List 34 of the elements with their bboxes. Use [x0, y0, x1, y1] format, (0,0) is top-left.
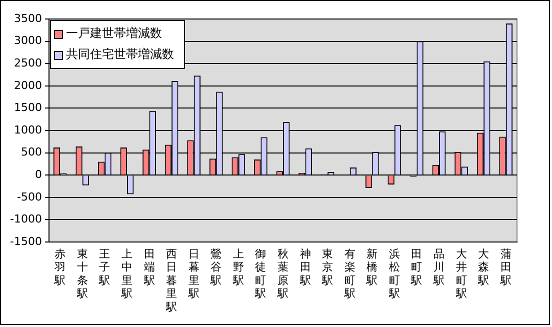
x-tick-label: 上野駅 — [232, 247, 244, 287]
y-tick-label: 3000 — [14, 34, 42, 48]
x-tick-label: 神田駅 — [298, 247, 311, 287]
x-tick-label: 有楽町駅 — [343, 247, 356, 300]
y-tick-label: 500 — [20, 146, 42, 159]
y-tick-label: -1000 — [10, 212, 42, 226]
x-tick-label: 御徒町駅 — [254, 247, 266, 300]
y-tick-label: 3500 — [14, 12, 42, 25]
y-tick-label: 0 — [34, 168, 42, 181]
y-tick-label: -1500 — [10, 234, 42, 248]
x-tick-label: 浜松町駅 — [388, 247, 400, 300]
x-tick-label: 日暮里駅 — [187, 247, 200, 300]
legend-label: 共同住宅世帯増減数 — [66, 47, 174, 62]
x-tick-label: 上中里駅 — [120, 247, 132, 300]
x-tick-label: 王子駅 — [98, 247, 110, 287]
x-tick-label: 田端駅 — [142, 247, 155, 287]
x-tick-label: 大森駅 — [477, 247, 490, 287]
y-tick-label: 2000 — [14, 78, 42, 92]
x-tick-label: 大井町駅 — [454, 247, 467, 300]
y-tick-label: 1000 — [14, 123, 42, 136]
x-tick-label: 秋葉原駅 — [276, 247, 288, 300]
x-tick-label: 田町駅 — [410, 247, 422, 287]
x-tick-label: 鶯谷駅 — [210, 247, 222, 287]
x-tick-label: 赤羽駅 — [54, 247, 66, 287]
x-tick-label: 西日暮里駅 — [165, 247, 178, 314]
y-tick-label: 1500 — [14, 101, 42, 114]
x-tick-label: 新橋駅 — [366, 247, 378, 287]
y-tick-label: -500 — [16, 190, 42, 204]
y-tick-label: 2500 — [14, 56, 42, 70]
x-tick-label: 蒲田駅 — [499, 247, 512, 287]
x-tick-label: 東京駅 — [321, 247, 334, 287]
legend-label: 一戸建世帯増減数 — [66, 26, 162, 40]
x-tick-label: 品川駅 — [432, 247, 444, 287]
x-tick-label: 東十条駅 — [76, 247, 88, 300]
